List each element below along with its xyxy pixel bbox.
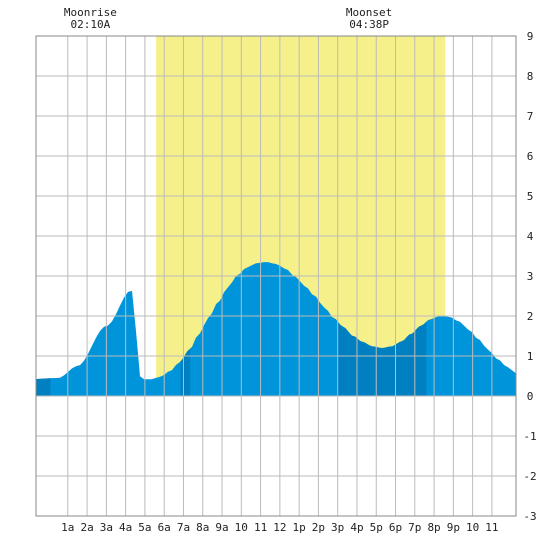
y-tick-label-5: 5 xyxy=(527,190,534,203)
x-tick-label-3a: 3a xyxy=(100,521,113,534)
tide-area-dark-3 xyxy=(337,321,427,396)
x-tick-label-7a: 7a xyxy=(177,521,190,534)
plot-area xyxy=(35,35,517,517)
x-tick-label-11: 11 xyxy=(254,521,267,534)
y-tick-label-3: 3 xyxy=(527,270,534,283)
x-tick-label-12: 12 xyxy=(273,521,286,534)
x-tick-label-5p: 5p xyxy=(370,521,383,534)
x-tick-label-3p: 3p xyxy=(331,521,344,534)
y-tick-label--2: -2 xyxy=(523,470,536,483)
y-axis-tick-labels: -3 -2 -1 0 1 2 3 4 5 6 7 8 9 xyxy=(523,30,536,523)
y-tick-label-7: 7 xyxy=(527,110,534,123)
annotation-time-1: 02:10A xyxy=(70,18,110,31)
x-axis-tick-labels: 1a 2a 3a 4a 5a 6a 7a 8a 9a 10 11 12 1p 2p 3p 4p 5p 6p 7p 8p… xyxy=(61,521,498,534)
x-tick-label-7p: 7p xyxy=(408,521,421,534)
annotation-time-2: 04:38P xyxy=(349,18,389,31)
annotation-label-1: Moonrise xyxy=(64,6,117,19)
y-tick-label-2: 2 xyxy=(527,310,534,323)
x-tick-label-9a: 9a xyxy=(215,521,228,534)
x-tick-label-4p: 4p xyxy=(350,521,363,534)
x-tick-label-2a: 2a xyxy=(80,521,93,534)
x-tick-label-2p: 2p xyxy=(312,521,325,534)
annotation-label-2: Moonset xyxy=(346,6,392,19)
x-tick-label-8a: 8a xyxy=(196,521,209,534)
x-tick-label-11: 11 xyxy=(485,521,498,534)
x-tick-label-10: 10 xyxy=(235,521,248,534)
x-tick-label-9p: 9p xyxy=(447,521,460,534)
y-tick-label-0: 0 xyxy=(527,390,534,403)
x-tick-label-1a: 1a xyxy=(61,521,74,534)
x-tick-label-8p: 8p xyxy=(427,521,440,534)
y-tick-label-6: 6 xyxy=(527,150,534,163)
x-tick-label-10: 10 xyxy=(466,521,479,534)
tide-area-dark-1 xyxy=(36,378,51,396)
y-tick-label-8: 8 xyxy=(527,70,534,83)
plot-border xyxy=(35,35,517,517)
y-tick-label--1: -1 xyxy=(523,430,536,443)
y-tick-label--3: -3 xyxy=(523,510,536,523)
x-tick-label-4a: 4a xyxy=(119,521,132,534)
x-tick-label-5a: 5a xyxy=(138,521,151,534)
y-tick-label-4: 4 xyxy=(527,230,534,243)
y-tick-label-1: 1 xyxy=(527,350,534,363)
x-tick-label-6a: 6a xyxy=(158,521,171,534)
x-tick-label-6p: 6p xyxy=(389,521,402,534)
x-tick-label-1p: 1p xyxy=(293,521,306,534)
y-tick-label-9: 9 xyxy=(527,30,534,43)
